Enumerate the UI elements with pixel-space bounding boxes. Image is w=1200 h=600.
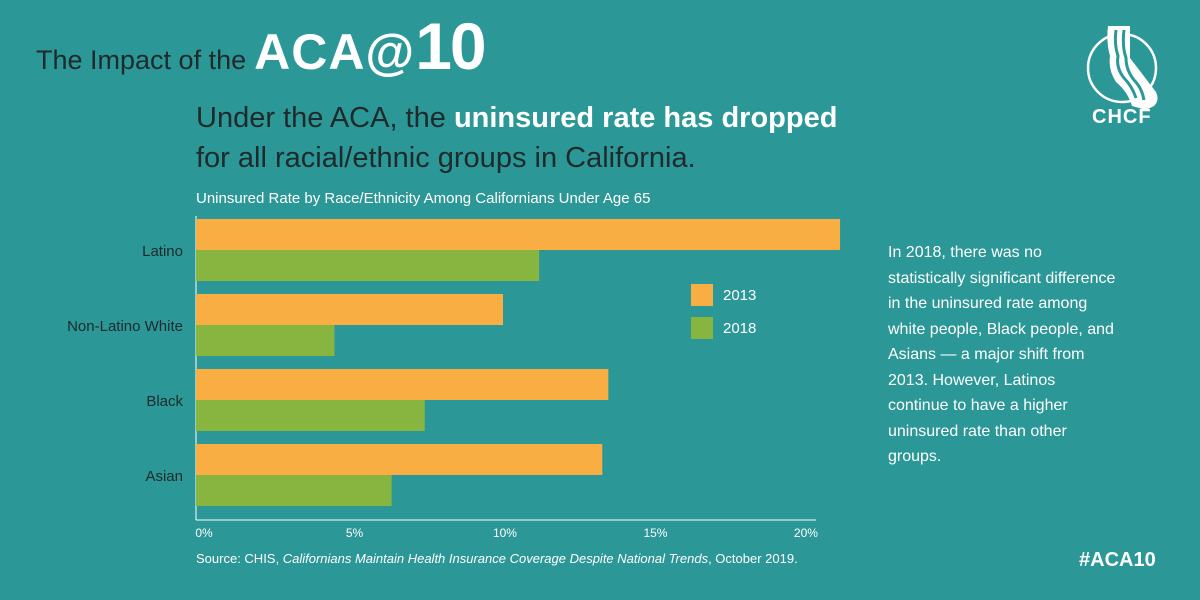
x-tick-label: 15% (643, 526, 667, 540)
category-label: Asian (145, 468, 183, 485)
header-kicker: The Impact of the (36, 45, 247, 75)
bar-2018-black (196, 400, 425, 431)
x-tick-label: 10% (493, 526, 517, 540)
legend-swatch-2018 (691, 317, 713, 339)
header-brand-aca: ACA@ (254, 24, 416, 80)
source-title: Californians Maintain Health Insurance C… (282, 551, 709, 566)
headline-part1: Under the ACA, the (196, 102, 454, 134)
source-suffix: , October 2019. (708, 551, 798, 566)
category-label: Latino (142, 243, 183, 260)
legend-label-2013: 2013 (723, 287, 756, 304)
bar-2018-latino (196, 250, 540, 281)
hashtag: #ACA10 (1079, 549, 1156, 571)
bar-2018-asian (196, 475, 392, 506)
category-label: Non-Latino White (67, 318, 183, 335)
chart-note: In 2018, there was no statistically sign… (888, 244, 1116, 465)
x-tick-label: 5% (346, 526, 364, 540)
headline-highlight: uninsured rate has dropped (453, 102, 838, 134)
bar-2013-asian (196, 444, 603, 475)
california-state-icon (1086, 26, 1158, 110)
header-brand-ten: 10 (415, 9, 486, 83)
source-note: Source: CHIS, Californians Maintain Heal… (196, 551, 798, 566)
page-header: The Impact of the ACA@ 10 (36, 8, 487, 84)
category-label: Black (146, 393, 183, 410)
bar-2013-black (196, 369, 609, 400)
x-tick-label: 20% (794, 526, 818, 540)
legend-swatch-2013 (691, 284, 713, 306)
legend-label-2018: 2018 (723, 320, 756, 337)
source-prefix: Source: CHIS, (196, 551, 283, 566)
headline: Under the ACA, the uninsured rate has dr… (196, 98, 837, 178)
bar-2013-latino (196, 219, 841, 250)
bar-2018-non-latino-white (196, 325, 335, 356)
headline-line1: Under the ACA, the uninsured rate has dr… (196, 98, 837, 138)
chart-title: Uninsured Rate by Race/Ethnicity Among C… (196, 190, 651, 207)
bar-2013-non-latino-white (196, 294, 503, 325)
logo-text: CHCF (1092, 106, 1152, 128)
x-tick-label: 0% (195, 526, 213, 540)
headline-part2: for all racial/ethnic groups in Californ… (196, 142, 696, 174)
